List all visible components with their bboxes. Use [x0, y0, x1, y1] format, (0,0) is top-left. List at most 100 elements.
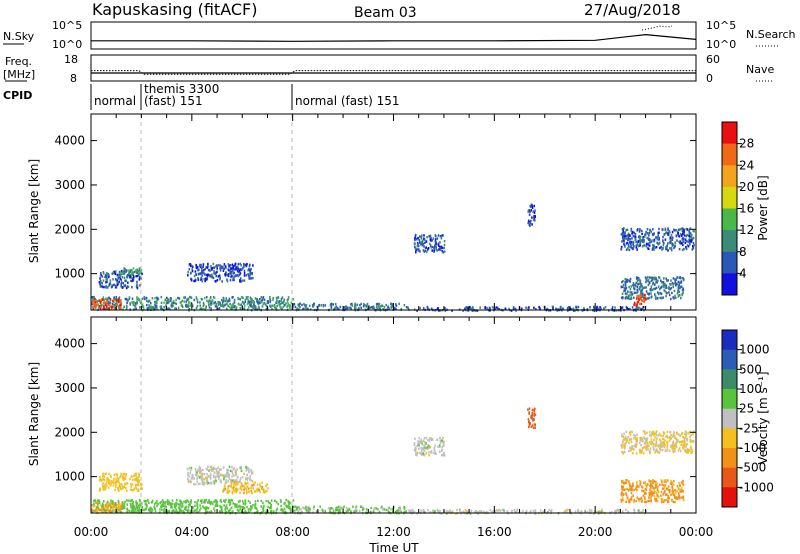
velocity-cell	[443, 451, 445, 455]
power-cell	[267, 300, 269, 303]
power-cell	[664, 286, 667, 289]
power-cell	[531, 223, 533, 226]
power-cell	[231, 296, 233, 299]
velocity-cell	[118, 505, 121, 509]
velocity-cell	[662, 487, 665, 490]
power-cell	[106, 285, 108, 289]
velocity-cell	[418, 436, 420, 440]
power-cell	[216, 264, 219, 267]
power-cell	[512, 308, 515, 311]
velocity-cell	[499, 509, 502, 512]
power-cell	[434, 245, 436, 248]
power-cell	[189, 304, 191, 307]
velocity-cell	[371, 510, 373, 514]
velocity-cell	[692, 440, 695, 443]
power-cell	[637, 240, 639, 243]
velocity-cell	[250, 479, 252, 482]
power-cell	[360, 306, 362, 310]
velocity-cell	[532, 509, 535, 513]
power-cell	[630, 291, 633, 294]
velocity-cell	[250, 491, 253, 494]
velocity-cell	[421, 448, 424, 451]
power-cell	[634, 303, 637, 306]
power-cell	[632, 247, 635, 250]
velocity-cell	[227, 491, 230, 494]
power-cell	[677, 284, 680, 287]
velocity-cell	[209, 502, 212, 506]
power-cell	[222, 296, 225, 300]
velocity-cell	[112, 509, 114, 512]
velocity-cell	[667, 500, 670, 504]
velocity-cell	[383, 508, 386, 511]
power-cell	[174, 307, 176, 311]
velocity-cell	[652, 479, 654, 482]
power-cell	[638, 239, 641, 243]
power-cell	[635, 281, 638, 285]
power-cell	[441, 234, 443, 237]
power-cell	[235, 267, 237, 270]
velocity-cell	[670, 433, 672, 437]
velocity-cell	[677, 495, 680, 498]
power-cell	[232, 302, 234, 306]
power-cell	[108, 301, 110, 304]
velocity-cell	[112, 507, 114, 510]
velocity-cell	[239, 505, 241, 508]
power-cell	[227, 273, 230, 276]
power-cell	[248, 300, 251, 304]
velocity-cell	[676, 440, 679, 443]
velocity-cell	[682, 483, 685, 487]
velocity-cell	[624, 444, 626, 448]
power-cell	[211, 267, 213, 270]
power-cell	[100, 274, 102, 277]
velocity-colorbar-label: Velocity [m s⁻¹]	[756, 371, 770, 464]
power-cell	[596, 307, 598, 311]
velocity-cell	[230, 483, 233, 486]
velocity-cell	[690, 451, 693, 454]
velocity-cell	[257, 499, 259, 502]
velocity-cell	[224, 474, 226, 477]
power-cell	[238, 268, 240, 271]
velocity-cell	[189, 479, 192, 482]
power-cell	[648, 234, 650, 237]
velocity-cell	[622, 479, 624, 483]
velocity-cell	[131, 502, 134, 505]
velocity-cell	[203, 478, 206, 481]
power-cell	[443, 250, 446, 253]
power-cell	[275, 299, 278, 302]
cpid-segment-normal-fast: normal (fast) 151	[295, 94, 399, 108]
power-cell	[282, 305, 285, 309]
velocity-cell	[629, 446, 631, 449]
power-cell	[115, 270, 117, 273]
velocity-cell	[413, 444, 416, 447]
velocity-cell	[126, 503, 128, 506]
velocity-cell	[642, 490, 645, 493]
velocity-cell	[227, 479, 230, 483]
velocity-cell	[198, 476, 201, 479]
velocity-cell	[497, 509, 499, 512]
power-cell	[376, 305, 378, 308]
velocity-cell	[220, 468, 222, 471]
velocity-cell	[124, 482, 126, 485]
power-cell	[684, 238, 687, 241]
power-cell	[655, 297, 657, 300]
velocity-cell	[135, 486, 137, 489]
power-cell	[435, 248, 437, 251]
velocity-cell	[267, 487, 269, 490]
power-cell	[433, 250, 435, 253]
power-cell	[685, 234, 688, 238]
power-cell	[366, 303, 368, 307]
power-cell	[681, 248, 684, 252]
velocity-cell	[212, 480, 215, 483]
power-cell	[119, 303, 121, 307]
power-cell	[641, 232, 643, 236]
velocity-cell	[237, 505, 239, 509]
power-cell	[243, 304, 246, 307]
velocity-cell	[111, 500, 114, 503]
velocity-cell	[102, 506, 104, 509]
power-cell	[316, 305, 319, 309]
velocity-cell	[126, 482, 129, 485]
velocity-cell	[224, 500, 226, 503]
power-cell	[243, 265, 245, 268]
velocity-y-axis-label: Slant Range [km]	[27, 362, 41, 466]
velocity-cell	[648, 431, 651, 434]
